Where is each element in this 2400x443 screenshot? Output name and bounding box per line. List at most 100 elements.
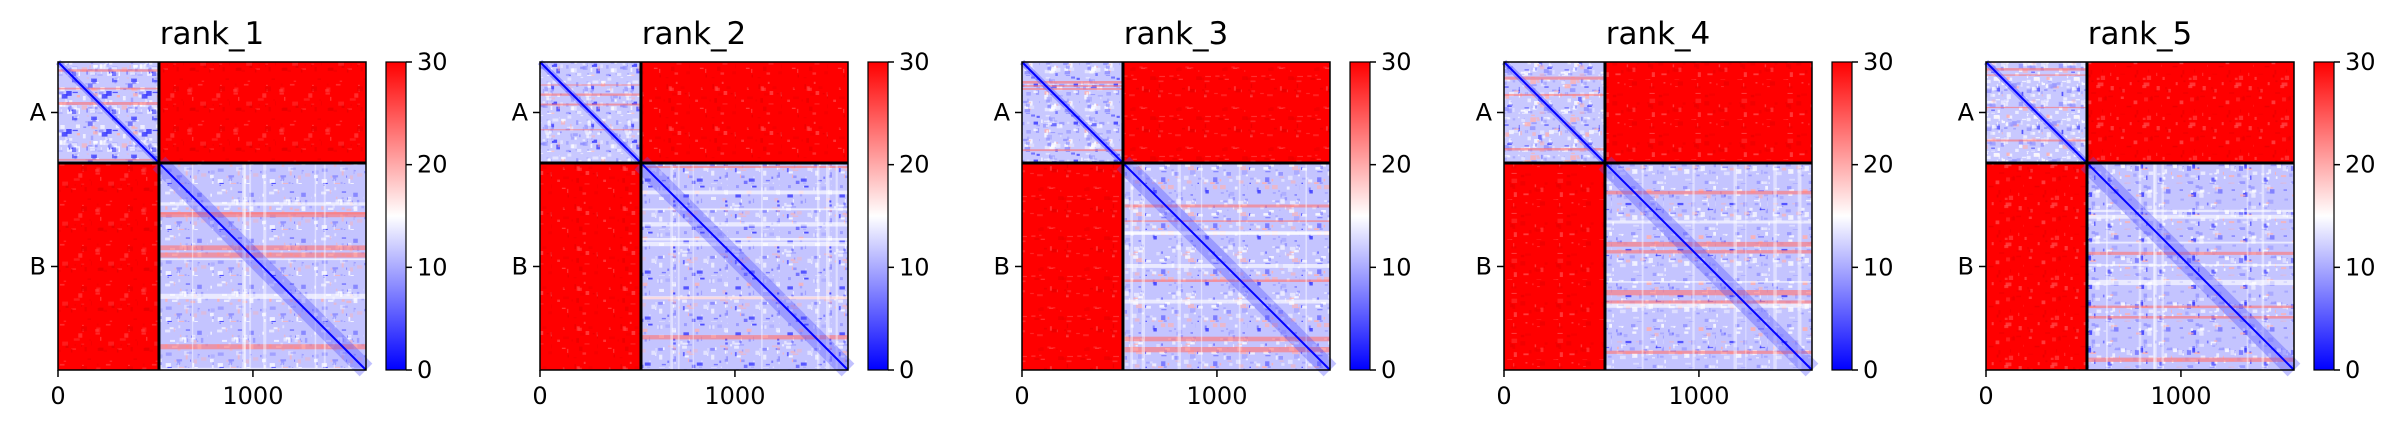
panel-title: rank_4 [1606,16,1711,52]
stripe-col [1200,162,1203,370]
colorbar-gradient [2313,61,2335,371]
x-tick-label: 1000 [2150,382,2211,410]
x-tick-label: 1000 [1668,382,1729,410]
diagonal-line [1985,61,2295,371]
stripe-row [2086,209,2294,213]
heatmap-image [1501,59,1819,377]
colorbar-tick-label: 20 [1381,151,1412,179]
stripe-row [1122,232,1330,235]
colorbar-tick-label: 0 [417,356,432,384]
stripe-col [2153,162,2157,370]
y-tick-label: A [994,98,1011,126]
stripe-row [58,69,159,72]
stripe-row [640,241,848,247]
stripe-row [1022,149,1123,152]
stripe-col [1641,162,1644,370]
y-tick-label: B [1958,252,1974,280]
stripe-row [1022,81,1123,84]
panel-title: rank_1 [160,16,265,52]
stripe-col [243,162,246,370]
stripe-row [2086,357,2294,362]
colorbar: 0 10 20 30 [1349,48,1412,384]
plot-frame [1985,61,2295,371]
heatmap-panel-3: rank_3 0 1000 A B 0 10 20 30 [994,16,1412,410]
stripe-row [640,208,848,211]
diagonal-line [1503,61,1813,371]
block-a-b [158,62,366,163]
stripe-row [640,335,848,340]
stripe-row [158,252,366,258]
block-b-a [1986,162,2087,370]
stripe-row [158,245,366,251]
x-tick-label: 0 [50,382,65,410]
heatmap-panel-2: rank_2 0 1000 A B 0 10 20 30 [512,16,930,410]
stripe-row [58,102,159,105]
stripe-row [1122,336,1330,342]
y-tick-label: A [30,98,47,126]
block-b-a [540,162,641,370]
stripe-row [1604,220,1812,224]
x-tick-label: 0 [1014,382,1029,410]
colorbar-gradient [1349,61,1371,371]
colorbar-gradient [385,61,407,371]
stripe-row [158,367,366,370]
stripe-row [1504,76,1605,78]
stripe-row [2086,241,2294,244]
colorbar-tick-label: 10 [899,253,930,281]
block-b-a [1022,162,1123,370]
stripe-col [314,162,317,370]
stripe-row [158,258,366,261]
stripe-col [1177,162,1181,370]
stripe-col [2153,162,2156,370]
stripe-col [263,162,267,370]
stripe-row [2086,264,2294,266]
stripe-col [826,162,830,370]
heatmap-image [537,59,855,377]
stripe-row [1604,250,1812,254]
colorbar-tick-label: 0 [1863,356,1878,384]
diagonal-line [539,61,849,371]
stripe-col [816,162,820,370]
stripe-row [1022,85,1123,87]
stripe-row [1122,299,1330,304]
block-a-b [1604,62,1812,163]
panel-title: rank_3 [1124,16,1229,52]
y-tick-label: B [512,252,528,280]
block-a-b [1122,62,1330,163]
stripe-row [1604,302,1812,308]
x-tick-label: 0 [1496,382,1511,410]
stripe-row [158,212,366,215]
block-a-b [640,62,848,163]
stripe-row [2086,316,2294,319]
stripe-col [242,162,246,370]
stripe-row [1122,204,1330,208]
colorbar-tick-label: 30 [417,48,448,76]
stripe-col [1692,162,1695,370]
colorbar-tick-label: 30 [1863,48,1894,76]
y-tick-label: B [994,252,1010,280]
y-tick-label: A [1476,98,1493,126]
heatmap-image [1983,59,2301,377]
block-b-a [58,162,159,370]
stripe-col [1799,162,1802,370]
stripe-row [1122,279,1330,282]
stripe-row [1504,77,1605,80]
stripe-row [58,87,159,90]
stripe-row [1986,106,2087,109]
stripe-row [1122,347,1330,353]
stripe-row [1122,220,1330,222]
stripe-row [2086,305,2294,309]
stripe-row [640,238,848,241]
stripe-row [1986,68,2087,71]
colorbar: 0 10 20 30 [1831,48,1894,384]
stripe-col [692,162,694,370]
plot-frame [1503,61,1813,371]
stripe-row [640,166,848,168]
heatmap-panel-5: rank_5 0 1000 A B 0 10 20 30 [1958,16,2376,410]
colorbar-tick-label: 10 [2345,253,2376,281]
colorbar-tick-label: 10 [417,253,448,281]
stripe-col [670,162,673,370]
colorbar-tick-label: 20 [1863,151,1894,179]
stripe-col [1797,162,1801,370]
colorbar-gradient [1831,61,1853,371]
